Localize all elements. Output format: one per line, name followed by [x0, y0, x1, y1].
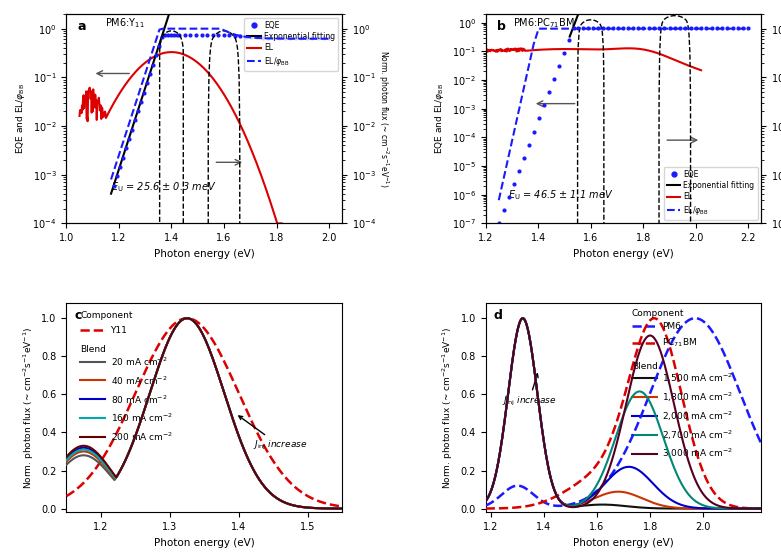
Text: PC$_{71}$BM: PC$_{71}$BM: [662, 337, 697, 349]
Y-axis label: Norm. photon flux (~ cm$^{-2}$s$^{-1}$eV$^{-1}$): Norm. photon flux (~ cm$^{-2}$s$^{-1}$eV…: [376, 50, 390, 188]
Text: Component: Component: [80, 311, 133, 320]
Y-axis label: EQE and EL/$\varphi_{\rm BB}$: EQE and EL/$\varphi_{\rm BB}$: [14, 83, 27, 154]
Text: 160 mA cm$^{-2}$: 160 mA cm$^{-2}$: [111, 412, 173, 424]
Y-axis label: Norm. photon flux (~ cm$^{-2}$s$^{-1}$eV$^{-1}$): Norm. photon flux (~ cm$^{-2}$s$^{-1}$eV…: [440, 326, 455, 489]
Text: a: a: [77, 20, 86, 33]
X-axis label: Photon energy (eV): Photon energy (eV): [154, 249, 255, 259]
Legend: EQE, Exponential fitting, EL, EL/$\varphi_{\rm BB}$: EQE, Exponential fitting, EL, EL/$\varph…: [664, 167, 758, 220]
Text: PM6:Y$_{11}$: PM6:Y$_{11}$: [105, 17, 144, 30]
Text: Component: Component: [632, 309, 684, 318]
Text: 80 mA cm$^{-2}$: 80 mA cm$^{-2}$: [111, 393, 167, 405]
Text: PM6:PC$_{71}$BM: PM6:PC$_{71}$BM: [513, 17, 575, 30]
Y-axis label: Norm. photon flux (~ cm$^{-2}$s$^{-1}$eV$^{-1}$): Norm. photon flux (~ cm$^{-2}$s$^{-1}$eV…: [21, 326, 36, 489]
Text: Blend: Blend: [632, 362, 658, 371]
Text: 1,800 mA cm$^{-2}$: 1,800 mA cm$^{-2}$: [662, 390, 733, 404]
Text: 2,700 mA cm$^{-2}$: 2,700 mA cm$^{-2}$: [662, 428, 733, 442]
Text: $E_{\rm U}$ = 46.5 ± 1.1 meV: $E_{\rm U}$ = 46.5 ± 1.1 meV: [508, 188, 613, 202]
Text: 20 mA cm$^{-2}$: 20 mA cm$^{-2}$: [111, 356, 167, 368]
Text: c: c: [75, 309, 82, 322]
X-axis label: Photon energy (eV): Photon energy (eV): [573, 538, 674, 548]
Text: 1,500 mA cm$^{-2}$: 1,500 mA cm$^{-2}$: [662, 372, 733, 385]
X-axis label: Photon energy (eV): Photon energy (eV): [154, 538, 255, 548]
Text: b: b: [497, 20, 505, 33]
Text: d: d: [494, 309, 503, 322]
Text: $E_{\rm U}$ = 25.6 ± 0.3 meV: $E_{\rm U}$ = 25.6 ± 0.3 meV: [111, 180, 216, 194]
Text: $J_{\rm inj}$ increase: $J_{\rm inj}$ increase: [239, 416, 307, 452]
Text: 2,000 mA cm$^{-2}$: 2,000 mA cm$^{-2}$: [662, 409, 733, 423]
Text: Y11: Y11: [111, 326, 127, 335]
Text: 40 mA cm$^{-2}$: 40 mA cm$^{-2}$: [111, 374, 167, 386]
X-axis label: Photon energy (eV): Photon energy (eV): [573, 249, 674, 259]
Legend: EQE, Exponential fitting, EL, EL/$\varphi_{\rm BB}$: EQE, Exponential fitting, EL, EL/$\varph…: [244, 18, 338, 71]
Text: Blend: Blend: [80, 345, 106, 354]
Y-axis label: EQE and EL/$\varphi_{\rm BB}$: EQE and EL/$\varphi_{\rm BB}$: [433, 83, 446, 154]
Text: $J_{\rm inj}$ increase: $J_{\rm inj}$ increase: [501, 374, 556, 408]
Text: 3,000 mA cm$^{-2}$: 3,000 mA cm$^{-2}$: [662, 447, 733, 460]
Text: PM6: PM6: [662, 321, 681, 330]
Text: 200 mA cm$^{-2}$: 200 mA cm$^{-2}$: [111, 431, 173, 443]
